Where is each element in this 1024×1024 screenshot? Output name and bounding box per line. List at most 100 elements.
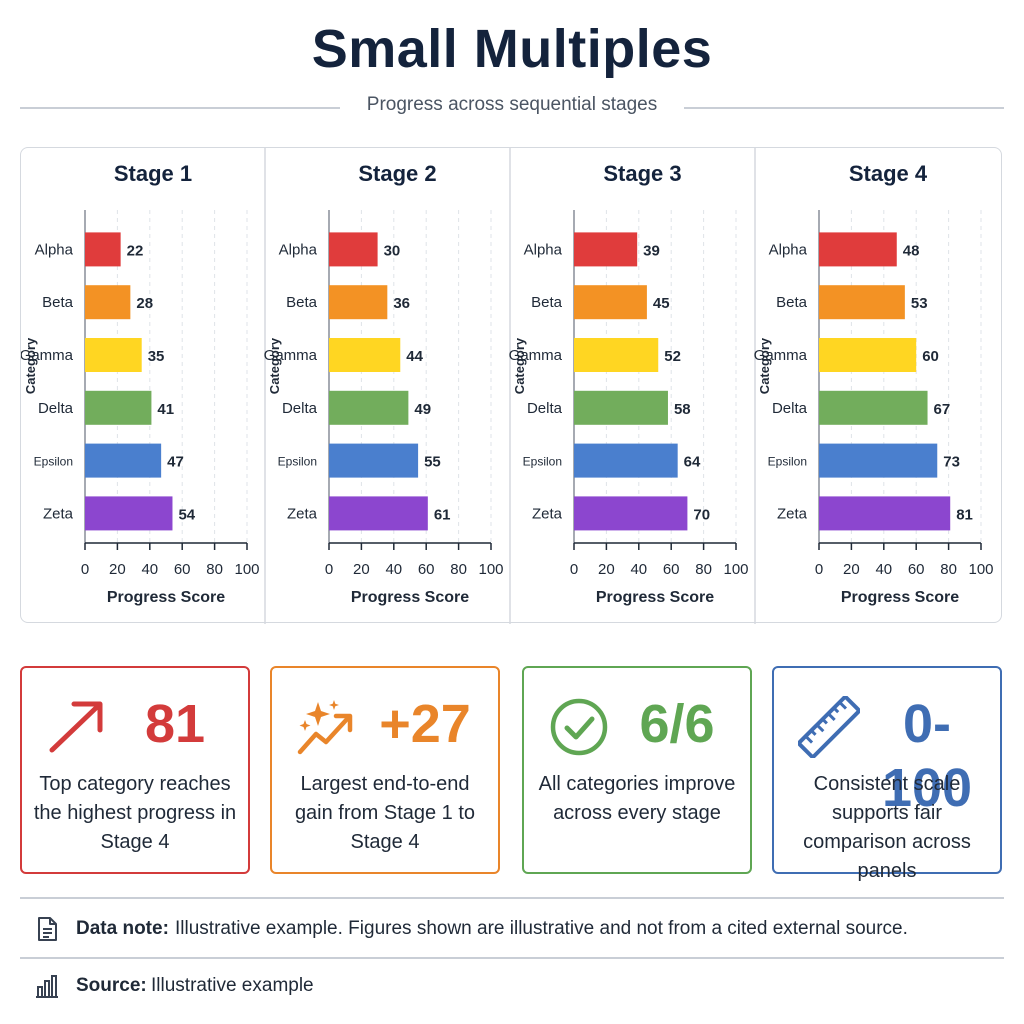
category-label: Zeta (777, 505, 808, 522)
card-metric: +27 (379, 694, 471, 754)
card-all-improve: 6/6 All categories improve across every … (522, 666, 752, 874)
bar (85, 443, 162, 478)
subtitle-row: Progress across sequential stages (20, 94, 1004, 120)
subtitle: Progress across sequential stages (366, 94, 658, 115)
bar (329, 496, 428, 531)
bar (574, 390, 668, 425)
x-tick-label: 40 (875, 561, 892, 578)
x-tick-label: 100 (234, 561, 259, 578)
data-label: 49 (414, 401, 431, 418)
x-tick-label: 80 (940, 561, 957, 578)
x-tick-label: 100 (723, 561, 748, 578)
category-label: Epsilon (278, 455, 317, 469)
sparkle-trend-icon (297, 700, 353, 755)
bar (329, 285, 388, 320)
source-label: Source: (76, 975, 147, 996)
bar (85, 390, 152, 425)
data-label: 54 (178, 506, 195, 523)
y-axis-label: Category (267, 337, 282, 394)
bar (329, 232, 378, 267)
x-tick-label: 40 (385, 561, 402, 578)
x-tick-label: 100 (968, 561, 993, 578)
category-label: Zeta (43, 505, 74, 522)
bar (574, 496, 688, 531)
panel-title: Stage 2 (358, 161, 436, 186)
category-label: Gamma (21, 347, 74, 364)
category-label: Beta (286, 294, 318, 311)
card-description: Top category reaches the highest progres… (33, 773, 237, 853)
category-label: Gamma (264, 347, 318, 364)
data-label: 61 (434, 506, 451, 523)
page-title: Small Multiples (311, 19, 713, 79)
data-note-text: Illustrative example. Figures shown are … (175, 918, 908, 939)
x-tick-label: 40 (141, 561, 158, 578)
category-label: Delta (772, 400, 808, 417)
card-metric: 0-100 (881, 694, 973, 818)
category-label: Alpha (769, 241, 808, 258)
footer-divider-top (20, 897, 1004, 899)
bar (574, 232, 638, 267)
subtitle-divider-left (20, 107, 340, 109)
data-label: 64 (684, 454, 701, 471)
data-label: 35 (148, 348, 165, 365)
bar (819, 338, 917, 372)
x-axis-label: Progress Score (841, 589, 959, 606)
x-tick-label: 20 (109, 561, 126, 578)
data-label: 39 (643, 242, 660, 259)
category-label: Gamma (509, 347, 563, 364)
bar (574, 443, 678, 478)
bar (85, 232, 121, 267)
bar (85, 496, 173, 531)
category-label: Zeta (532, 505, 563, 522)
category-label: Delta (282, 400, 318, 417)
card-top-category: 81 Top category reaches the highest prog… (20, 666, 250, 874)
bar (329, 390, 409, 425)
category-label: Delta (527, 400, 563, 417)
y-axis-label: Category (23, 337, 38, 394)
data-label: 41 (157, 401, 174, 418)
x-tick-label: 20 (598, 561, 615, 578)
x-tick-label: 0 (81, 561, 89, 578)
x-tick-label: 40 (630, 561, 647, 578)
bar (819, 285, 905, 320)
category-label: Epsilon (34, 455, 73, 469)
card-description: Largest end-to-end gain from Stage 1 to … (294, 773, 476, 853)
card-metric: 81 (144, 694, 206, 754)
summary-cards: 81 Top category reaches the highest prog… (20, 666, 1004, 882)
data-label: 70 (693, 506, 710, 523)
x-tick-label: 60 (663, 561, 680, 578)
category-label: Alpha (279, 241, 318, 258)
y-axis-label: Category (512, 337, 527, 394)
x-tick-label: 0 (325, 561, 333, 578)
x-tick-label: 80 (450, 561, 467, 578)
bar (819, 443, 938, 478)
x-tick-label: 80 (206, 561, 223, 578)
x-tick-label: 60 (418, 561, 435, 578)
data-label: 52 (664, 348, 681, 365)
panel-title: Stage 3 (603, 161, 681, 186)
footer-divider-middle (20, 957, 1004, 959)
bar (819, 232, 897, 267)
x-tick-label: 60 (908, 561, 925, 578)
card-consistent-scale: 0-100 Consistent scale supports fair com… (772, 666, 1002, 882)
data-label: 81 (956, 506, 973, 523)
bar (574, 285, 647, 320)
trend-up-arrow-icon (49, 701, 103, 753)
category-label: Gamma (754, 347, 808, 364)
bar (85, 285, 131, 320)
small-multiples-panel-group: Stage 1 Category Alpha 22 Beta 28 Gamma 35 Delta… (20, 147, 1002, 624)
panel-title: Stage 1 (114, 161, 192, 186)
panel-title: Stage 4 (849, 161, 928, 186)
bar (329, 338, 401, 372)
document-icon (38, 917, 57, 941)
bar (85, 338, 142, 372)
data-label: 67 (934, 401, 951, 418)
data-label: 47 (167, 454, 184, 471)
x-axis-label: Progress Score (596, 589, 714, 606)
data-note: Data note: Illustrative example. Figures… (34, 914, 994, 944)
subtitle-divider-right (684, 107, 1004, 109)
data-label: 30 (384, 242, 401, 259)
bar (819, 390, 928, 425)
check-circle-icon (550, 698, 608, 756)
category-label: Zeta (287, 505, 318, 522)
